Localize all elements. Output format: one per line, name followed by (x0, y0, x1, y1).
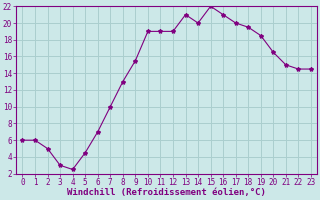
X-axis label: Windchill (Refroidissement éolien,°C): Windchill (Refroidissement éolien,°C) (67, 188, 266, 197)
